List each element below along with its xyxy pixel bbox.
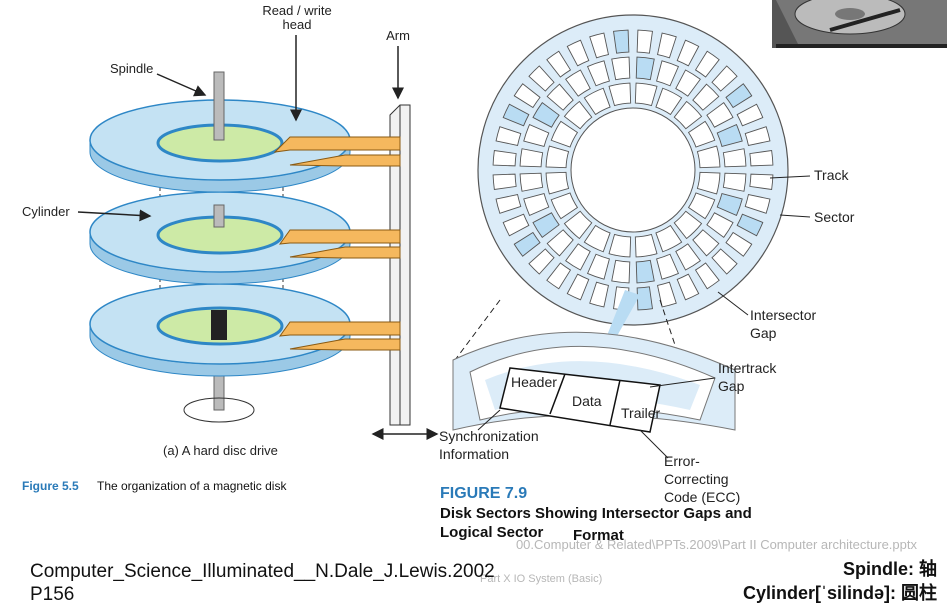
label-sync-2: Information: [439, 446, 509, 462]
label-intertrack-gap-1: Intertrack: [718, 360, 777, 376]
hard-disk-illustration: Read / write head Arm Spindle Cylinder (…: [22, 3, 439, 493]
figure-7-9-title-line1: Disk Sectors Showing Intersector Gaps an…: [440, 505, 752, 522]
label-data: Data: [572, 393, 602, 409]
label-rw-head-line1: Read / write: [262, 3, 331, 18]
label-spindle: Spindle: [110, 61, 153, 76]
citation-line2: P156: [30, 584, 74, 605]
hard-drive-photo: [772, 0, 947, 48]
gloss-cylinder: Cylinder[ˈsilində]: 圆柱: [743, 582, 937, 603]
label-track: Track: [814, 167, 849, 183]
read-write-heads: [273, 136, 401, 351]
figure-7-9-number: FIGURE 7.9: [440, 485, 527, 502]
label-intersector-gap-1: Intersector: [750, 307, 816, 323]
label-ecc-1: Error-: [664, 453, 700, 469]
label-sync-1: Synchronization: [439, 428, 539, 444]
label-rw-head-line2: head: [283, 17, 312, 32]
gloss-spindle: Spindle: 轴: [843, 558, 937, 579]
figure-5-5-number: Figure 5.5: [22, 479, 79, 493]
disk-sector-diagram: [477, 14, 789, 326]
label-ecc-3: Code (ECC): [664, 489, 740, 505]
spindle-upper: [213, 71, 225, 141]
label-trailer: Trailer: [621, 405, 660, 421]
platter-top: [89, 71, 351, 193]
subcaption: (a) A hard disc drive: [163, 443, 278, 458]
label-intersector-gap-2: Gap: [750, 325, 777, 341]
rotation-arrow: [183, 397, 255, 423]
label-cylinder: Cylinder: [22, 204, 70, 219]
part-watermark: Part X IO System (Basic): [480, 573, 602, 585]
label-ecc-2: Correcting: [664, 471, 729, 487]
figure-7-9-title-line2: Logical Sector: [440, 524, 544, 541]
spindle-core: [211, 310, 227, 340]
figure-7-9-title-line3: Format: [573, 527, 624, 544]
platter-bottom: [89, 283, 351, 377]
label-intertrack-gap-2: Gap: [718, 378, 745, 394]
citation-line1: Computer_Science_Illuminated__N.Dale_J.L…: [30, 561, 495, 582]
path-watermark: 00.Computer & Related\PPTs.2009\Part II …: [516, 537, 918, 552]
platter-middle: [89, 191, 351, 285]
label-header: Header: [511, 374, 557, 390]
label-arm: Arm: [386, 28, 410, 43]
sector-detail: Header Data Trailer Track Sector Interse…: [439, 167, 855, 544]
figure-5-5-caption: The organization of a magnetic disk: [97, 479, 287, 493]
label-sector: Sector: [814, 209, 855, 225]
